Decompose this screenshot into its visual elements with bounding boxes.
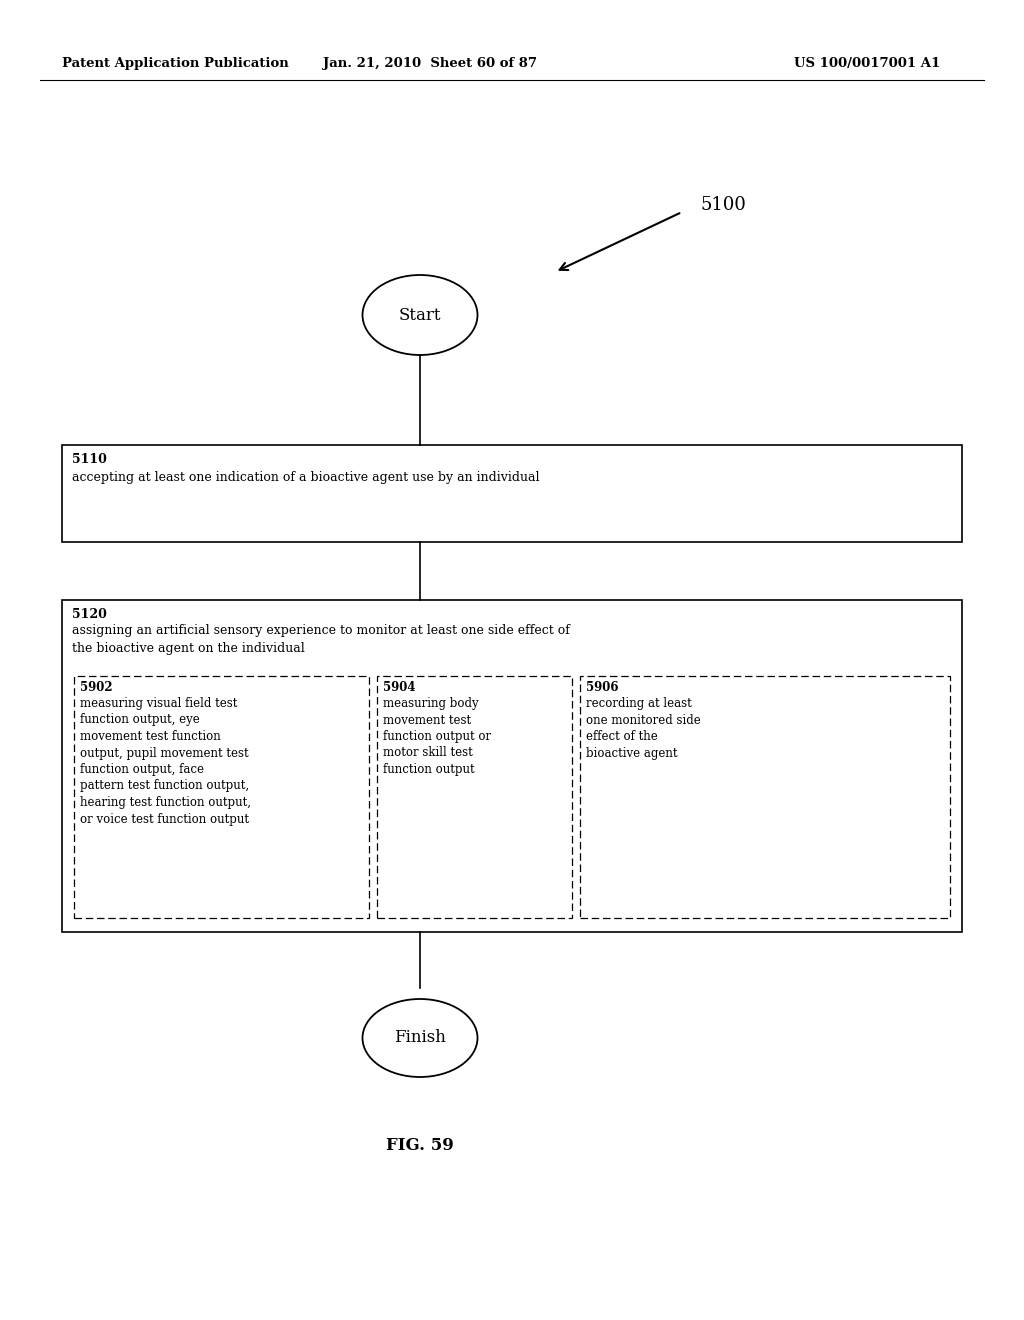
Text: Patent Application Publication: Patent Application Publication [62, 57, 289, 70]
Text: measuring visual field test
function output, eye
movement test function
output, : measuring visual field test function out… [80, 697, 251, 825]
Text: Finish: Finish [394, 1030, 445, 1047]
Text: 5904: 5904 [383, 681, 416, 694]
Text: accepting at least one indication of a bioactive agent use by an individual: accepting at least one indication of a b… [72, 471, 540, 484]
Text: FIG. 59: FIG. 59 [386, 1137, 454, 1154]
Bar [74, 676, 369, 917]
Text: 5110: 5110 [72, 453, 106, 466]
Text: 5100: 5100 [700, 195, 745, 214]
Text: Start: Start [398, 306, 441, 323]
Text: the bioactive agent on the individual: the bioactive agent on the individual [72, 642, 305, 655]
Text: Jan. 21, 2010  Sheet 60 of 87: Jan. 21, 2010 Sheet 60 of 87 [323, 57, 537, 70]
Text: 5120: 5120 [72, 609, 106, 620]
Bar [62, 601, 962, 932]
Text: assigning an artificial sensory experience to monitor at least one side effect o: assigning an artificial sensory experien… [72, 624, 570, 638]
Bar [62, 445, 962, 543]
Bar [580, 676, 950, 917]
Bar [377, 676, 572, 917]
Text: measuring body
movement test
function output or
motor skill test
function output: measuring body movement test function ou… [383, 697, 492, 776]
Text: US 100/0017001 A1: US 100/0017001 A1 [794, 57, 940, 70]
Text: recording at least
one monitored side
effect of the
bioactive agent: recording at least one monitored side ef… [586, 697, 700, 759]
Text: 5906: 5906 [586, 681, 618, 694]
Text: 5902: 5902 [80, 681, 113, 694]
